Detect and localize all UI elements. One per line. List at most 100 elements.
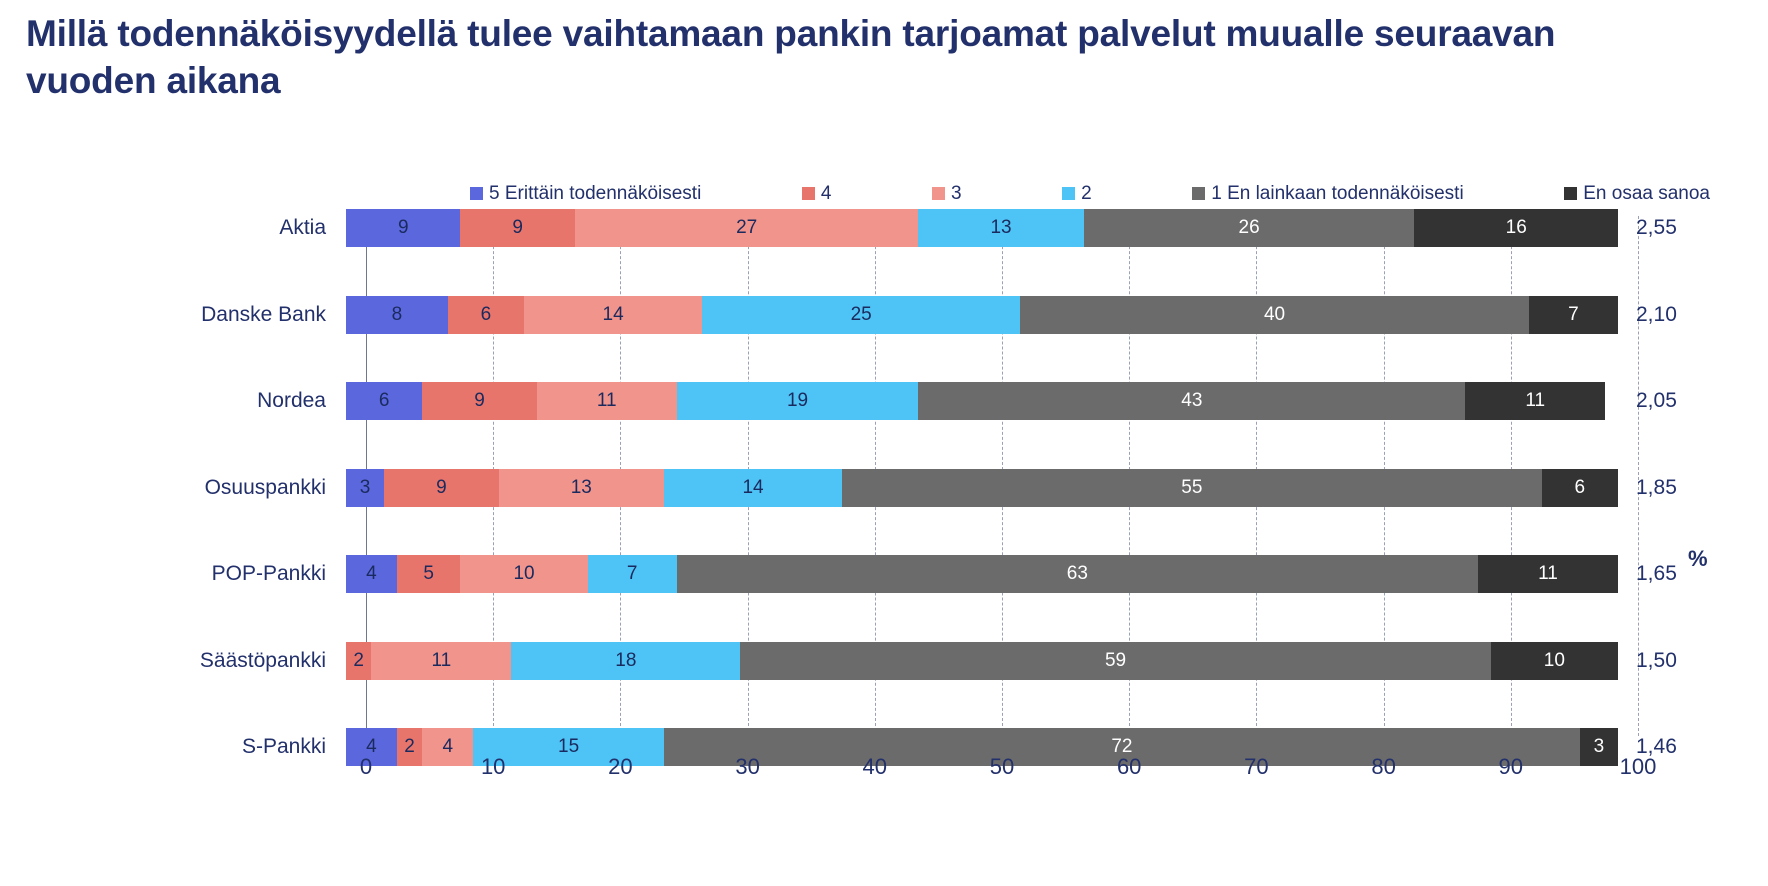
bar-segment[interactable]: 9 xyxy=(422,382,537,420)
x-axis-tick-label: 40 xyxy=(862,754,888,779)
bar-segment-value: 11 xyxy=(596,390,617,411)
bar-segment-value: 3 xyxy=(359,476,371,498)
bar-track: 9 9 27 13 26 16 xyxy=(346,209,1618,247)
bar-segment[interactable]: 6 xyxy=(346,382,423,420)
bar-segment[interactable]: 4 xyxy=(346,728,397,766)
bar-segment[interactable]: 8 xyxy=(346,295,448,334)
bar-row-mean-value: 2,10 xyxy=(1636,302,1677,326)
legend-item[interactable]: 2 xyxy=(1062,184,1092,203)
bar-segment[interactable]: 72 xyxy=(663,728,1580,766)
bar-segment[interactable]: 11 xyxy=(536,382,677,420)
legend-swatch-icon xyxy=(931,186,945,200)
legend-item[interactable]: 1 En lainkaan todennäköisesti xyxy=(1192,184,1464,203)
legend-item-label: 3 xyxy=(950,182,962,204)
bar-track: 8 6 14 25 40 7 xyxy=(346,295,1618,334)
bar-segment[interactable]: 63 xyxy=(676,555,1479,593)
bar-segment[interactable]: 2 xyxy=(346,641,372,680)
bar-segment-value: 13 xyxy=(990,217,1012,238)
bar-track: 2 11 18 59 10 xyxy=(346,641,1618,680)
bar-segment[interactable]: 3 xyxy=(1579,728,1618,766)
legend-swatch-icon xyxy=(470,186,483,200)
bar-segment[interactable]: 4 xyxy=(346,555,397,593)
bar-segment-value: 19 xyxy=(786,390,809,411)
bar-segment-value: 4 xyxy=(366,736,377,757)
legend-item-label: En osaa sanoa xyxy=(1583,182,1710,204)
bar-segment-value: 16 xyxy=(1505,217,1527,238)
chart-bar-row: POP-Pankki 4 5 10 7 63 11 1,65 xyxy=(0,554,1768,594)
bar-segment[interactable]: 3 xyxy=(346,468,385,507)
bar-segment-value: 26 xyxy=(1238,217,1260,238)
x-axis-tick-label: 0 xyxy=(359,754,373,779)
bar-segment-value: 4 xyxy=(442,736,454,757)
bar-track: 4 2 4 15 72 3 xyxy=(346,728,1618,766)
bar-segment[interactable]: 55 xyxy=(842,468,1542,507)
x-axis-tick-label: 80 xyxy=(1371,754,1396,779)
bar-segment[interactable]: 6 xyxy=(1541,468,1618,507)
chart-bar-row: Osuuspankki 3 9 13 14 55 6 1,85 xyxy=(0,468,1768,508)
bar-segment[interactable]: 7 xyxy=(587,555,677,593)
x-axis-tick-label: 100 xyxy=(1619,754,1657,779)
legend-item[interactable]: 4 xyxy=(801,182,832,204)
legend-swatch-icon xyxy=(801,186,815,200)
bar-segment-value: 15 xyxy=(558,736,580,757)
bar-segment[interactable]: 59 xyxy=(740,641,1491,680)
bar-segment-value: 3 xyxy=(1593,736,1605,757)
bar-segment-value: 9 xyxy=(436,476,447,498)
legend-item-label: 4 xyxy=(820,182,832,204)
bar-segment-value: 2 xyxy=(404,736,415,757)
bar-segment-value: 14 xyxy=(602,303,624,325)
bar-segment-value: 6 xyxy=(1574,476,1586,498)
bar-segment[interactable]: 10 xyxy=(1490,641,1618,680)
bar-segment[interactable]: 40 xyxy=(1020,295,1529,334)
bar-segment[interactable]: 6 xyxy=(447,295,525,334)
bar-segment[interactable]: 18 xyxy=(511,641,741,680)
bar-segment[interactable]: 9 xyxy=(346,209,461,247)
bar-segment[interactable]: 11 xyxy=(1465,382,1606,420)
legend-swatch-icon xyxy=(1062,186,1076,200)
legend-item[interactable]: 5 Erittäin todennäköisesti xyxy=(470,184,701,203)
bar-segment-value: 13 xyxy=(570,476,592,498)
bar-segment[interactable]: 11 xyxy=(1478,555,1618,593)
bar-segment-value: 55 xyxy=(1181,476,1203,498)
bar-segment[interactable]: 15 xyxy=(473,728,664,766)
bar-segment-value: 9 xyxy=(397,217,409,238)
bar-segment[interactable]: 14 xyxy=(663,468,843,507)
legend-item[interactable]: 3 xyxy=(931,182,962,204)
bar-segment-value: 9 xyxy=(512,217,523,238)
bar-segment[interactable]: 26 xyxy=(1083,209,1415,247)
bar-segment-value: 43 xyxy=(1181,390,1203,411)
legend-swatch-icon xyxy=(1192,186,1206,200)
bar-segment[interactable]: 9 xyxy=(460,209,575,247)
bar-segment[interactable]: 43 xyxy=(918,382,1466,420)
bar-segment[interactable]: 13 xyxy=(918,209,1084,247)
legend-item-label: 5 Erittäin todennäköisesti xyxy=(489,182,702,204)
x-axis-tick-label: 70 xyxy=(1244,754,1269,779)
bar-segment-value: 4 xyxy=(366,563,377,584)
bar-row-mean-value: 2,05 xyxy=(1636,389,1677,412)
bar-segment[interactable]: 13 xyxy=(498,468,664,507)
x-axis-tick-label: 50 xyxy=(989,754,1015,779)
bar-segment[interactable]: 14 xyxy=(524,295,703,334)
bar-segment-value: 11 xyxy=(431,649,452,671)
bar-segment[interactable]: 19 xyxy=(676,382,919,420)
bar-segment[interactable]: 16 xyxy=(1414,209,1618,247)
legend-item-label: 2 xyxy=(1081,182,1092,204)
bar-segment-value: 18 xyxy=(615,649,637,671)
bar-segment[interactable]: 27 xyxy=(574,209,919,247)
bar-segment[interactable]: 25 xyxy=(702,295,1021,334)
page-title: Millä todennäköisyydellä tulee vaihtamaa… xyxy=(26,13,1556,102)
bar-segment[interactable]: 9 xyxy=(384,468,499,507)
bar-row-mean-value: 2,55 xyxy=(1636,216,1677,239)
bar-segment-value: 6 xyxy=(378,390,390,411)
bar-segment[interactable]: 7 xyxy=(1528,295,1618,334)
legend-item[interactable]: En osaa sanoa xyxy=(1564,184,1710,203)
bar-segment-value: 40 xyxy=(1263,303,1286,325)
bar-segment-value: 72 xyxy=(1111,736,1133,757)
bar-segment[interactable]: 5 xyxy=(396,555,461,593)
bar-segment[interactable]: 4 xyxy=(422,728,474,766)
bar-segment[interactable]: 10 xyxy=(460,555,588,593)
bar-segment-value: 7 xyxy=(626,563,638,584)
bar-track: 3 9 13 14 55 6 xyxy=(346,468,1618,507)
bar-segment[interactable]: 2 xyxy=(396,728,423,766)
bar-segment[interactable]: 11 xyxy=(371,641,512,680)
